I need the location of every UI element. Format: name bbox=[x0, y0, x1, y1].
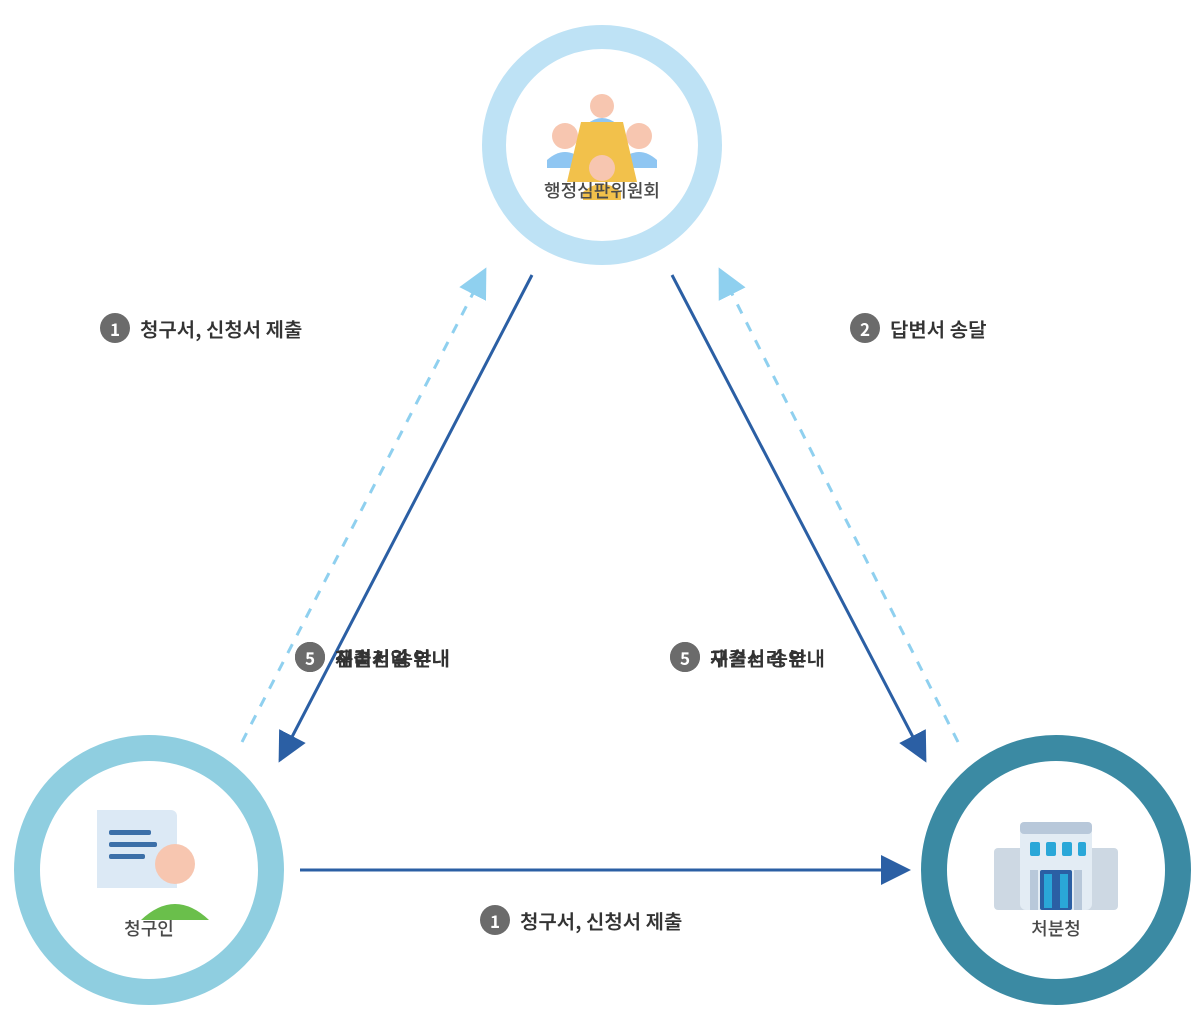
step-item: 1 청구서, 신청서 제출 bbox=[100, 313, 302, 343]
edge-top-to-left-solid bbox=[280, 275, 532, 760]
node-agency: 처분청 bbox=[921, 735, 1191, 1005]
step-item: 5 재결서 송부 bbox=[295, 642, 432, 672]
step-text: 재결서 송부 bbox=[335, 643, 432, 672]
step-item: 1 청구서, 신청서 제출 bbox=[480, 905, 682, 935]
step-badge: 5 bbox=[295, 642, 325, 672]
node-committee-label: 행정심판위원회 bbox=[544, 177, 660, 203]
committee-icon bbox=[506, 49, 698, 241]
step-badge: 1 bbox=[100, 313, 130, 343]
step-text: 답변서 송달 bbox=[890, 314, 987, 343]
step-text: 재결서 송부 bbox=[710, 643, 807, 672]
node-claimant-label: 청구인 bbox=[124, 915, 174, 941]
step-badge: 2 bbox=[850, 313, 880, 343]
step-text: 청구서, 신청서 제출 bbox=[140, 314, 302, 343]
step-text: 청구서, 신청서 제출 bbox=[520, 906, 682, 935]
step-badge: 5 bbox=[670, 642, 700, 672]
step-item: 5 재결서 송부 bbox=[670, 642, 807, 672]
node-committee: 행정심판위원회 bbox=[482, 25, 722, 265]
node-agency-label: 처분청 bbox=[1031, 915, 1081, 941]
edge-top-to-right-solid bbox=[672, 275, 925, 760]
step-badge: 1 bbox=[480, 905, 510, 935]
node-claimant: 청구인 bbox=[14, 735, 284, 1005]
step-item: 2 답변서 송달 bbox=[850, 313, 987, 343]
flow-diagram: 행정심판위원회 청구인 bbox=[0, 0, 1200, 1035]
